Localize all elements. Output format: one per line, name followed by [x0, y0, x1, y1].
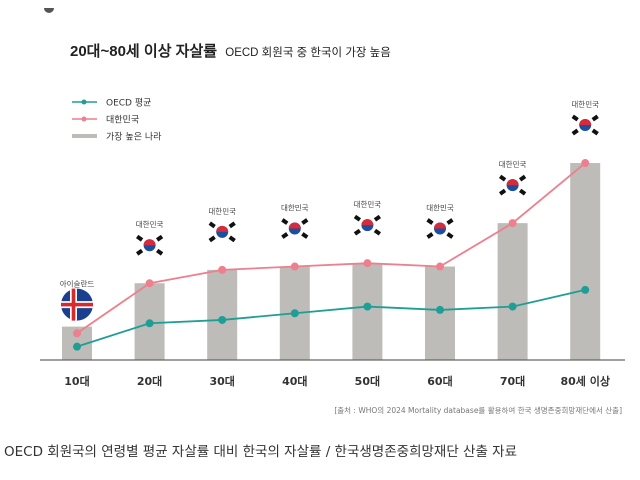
- taegeuk: [506, 179, 519, 186]
- trigram: [301, 218, 309, 225]
- image-caption: OECD 회원국의 연령별 평균 자살률 대비 한국의 자살률 / 한국생명존중…: [4, 444, 518, 460]
- trigram: [591, 128, 599, 136]
- bar-label: 대한민국: [354, 199, 382, 209]
- trigram: [228, 235, 236, 243]
- point-1-6: [508, 219, 517, 228]
- taegeuk: [216, 225, 229, 232]
- bar-label: 대한민국: [136, 219, 164, 229]
- point-0-6: [508, 302, 517, 311]
- x-tick-label: 30대: [209, 374, 234, 388]
- chart: 20대~80세 이상 자살률 OECD 회원국 중 한국이 가장 높음 OECD…: [40, 43, 625, 415]
- taegeuk: [288, 222, 301, 229]
- trigram: [281, 232, 289, 239]
- x-tick-label: 80세 이상: [560, 374, 610, 388]
- point-0-0: [73, 342, 81, 351]
- korea-flag: [571, 114, 599, 136]
- taegeuk: [361, 219, 374, 226]
- trigram: [426, 232, 434, 239]
- trigram: [208, 235, 216, 243]
- trigram: [571, 128, 579, 136]
- x-tick-label: 40대: [282, 374, 307, 388]
- bar-6: [497, 223, 528, 360]
- trigram: [155, 248, 164, 256]
- point-1-7: [581, 159, 590, 168]
- line-0: [76, 289, 586, 348]
- bar-label: 대한민국: [571, 99, 599, 109]
- trigram: [571, 114, 579, 122]
- chart-subtitle: OECD 회원국 중 한국이 가장 높음: [225, 45, 391, 59]
- point-1-5: [436, 262, 444, 271]
- iceland-flag: [61, 288, 93, 321]
- taegeuk: [434, 222, 446, 229]
- trigram: [373, 228, 382, 236]
- point-1-2: [218, 265, 227, 274]
- point-0-4: [363, 302, 372, 311]
- x-tick-label: 60대: [427, 374, 452, 388]
- bar-label: 대한민국: [281, 203, 309, 213]
- point-0-7: [581, 285, 590, 294]
- bar-4: [352, 263, 383, 360]
- point-1-0: [73, 329, 81, 338]
- trigram: [446, 232, 454, 239]
- trigram: [498, 174, 507, 182]
- taegeuk: [579, 119, 592, 126]
- trigram: [353, 214, 362, 222]
- trigram: [228, 221, 236, 229]
- trigram: [498, 188, 507, 196]
- trigram: [426, 218, 434, 225]
- bar-label: 아이슬란드: [60, 279, 95, 289]
- korea-flag: [135, 234, 164, 256]
- trigram: [446, 218, 454, 225]
- trigram: [591, 114, 599, 122]
- point-1-4: [363, 259, 372, 268]
- bar-2: [207, 269, 238, 360]
- x-tick-label: 50대: [355, 374, 380, 388]
- korea-flag: [208, 221, 236, 243]
- korea-flag: [353, 214, 382, 236]
- point-0-2: [218, 315, 227, 324]
- trigram: [208, 221, 216, 229]
- trigram: [373, 214, 382, 222]
- trigram: [301, 232, 309, 239]
- flag-cross: [71, 288, 76, 321]
- legend-marker: [81, 116, 87, 122]
- chart-title: 20대~80세 이상 자살률 OECD 회원국 중 한국이 가장 높음: [70, 43, 391, 60]
- trigram: [135, 248, 144, 256]
- legend-label: OECD 평균: [106, 98, 151, 109]
- point-1-1: [145, 279, 154, 288]
- korea-flag: [281, 218, 309, 239]
- korea-flag: [498, 174, 527, 196]
- legend-swatch: [72, 134, 97, 138]
- point-0-1: [145, 319, 154, 328]
- trigram: [155, 234, 164, 242]
- x-tick-label: 70대: [500, 374, 525, 388]
- trigram: [135, 234, 144, 242]
- bar-label: 대한민국: [426, 203, 454, 213]
- trigram: [353, 228, 362, 236]
- point-1-3: [290, 262, 299, 271]
- point-0-5: [436, 305, 444, 314]
- flag-cross: [61, 302, 93, 307]
- korea-flag: [426, 218, 454, 239]
- point-0-3: [290, 309, 299, 318]
- bar-label: 대한민국: [499, 159, 527, 169]
- x-tick-label: 10대: [64, 374, 89, 388]
- trigram: [518, 174, 527, 182]
- legend-label: 가장 높은 나라: [106, 132, 162, 143]
- source-note: [출처 : WHO의 2024 Mortality database를 활용하여…: [334, 405, 622, 415]
- trigram: [281, 218, 289, 225]
- plot-area: 10대 20대 30대 40대 50대 60대 70대 80세 이상아이슬란드대한민국대한민국…: [40, 99, 625, 388]
- x-tick-label: 20대: [137, 374, 162, 388]
- trigram: [518, 188, 527, 196]
- decorative-dot: [44, 8, 54, 13]
- legend-marker: [81, 99, 87, 105]
- bar-7: [570, 163, 601, 360]
- legend-label: 대한민국: [106, 115, 139, 126]
- line-1: [76, 162, 586, 335]
- bar-label: 대한민국: [208, 206, 236, 216]
- taegeuk: [143, 239, 156, 246]
